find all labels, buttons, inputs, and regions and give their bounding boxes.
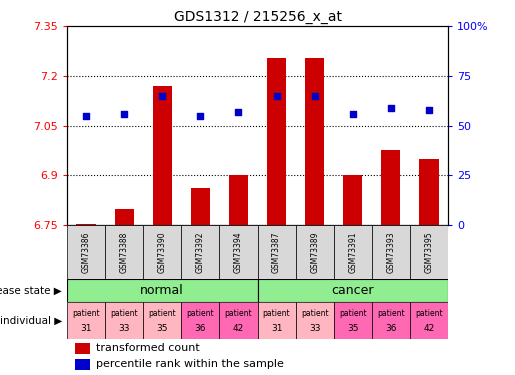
Bar bbox=[258, 302, 296, 339]
Point bbox=[311, 93, 319, 99]
Point bbox=[196, 112, 204, 118]
Text: cancer: cancer bbox=[332, 284, 374, 297]
Bar bbox=[410, 302, 448, 339]
Text: patient: patient bbox=[301, 309, 329, 318]
Bar bbox=[67, 225, 105, 279]
Text: patient: patient bbox=[377, 309, 405, 318]
Text: 31: 31 bbox=[271, 324, 282, 333]
Point bbox=[234, 109, 243, 115]
Bar bbox=[296, 225, 334, 279]
Text: patient: patient bbox=[263, 309, 290, 318]
Text: patient: patient bbox=[72, 309, 100, 318]
Bar bbox=[143, 302, 181, 339]
Bar bbox=[229, 175, 248, 225]
Text: GSM73389: GSM73389 bbox=[310, 231, 319, 273]
Point bbox=[387, 105, 395, 111]
Text: GSM73390: GSM73390 bbox=[158, 231, 167, 273]
Bar bbox=[219, 225, 258, 279]
Text: normal: normal bbox=[141, 284, 184, 297]
Point bbox=[425, 107, 433, 113]
Bar bbox=[334, 302, 372, 339]
Bar bbox=[114, 209, 134, 225]
Text: patient: patient bbox=[110, 309, 138, 318]
Bar bbox=[267, 58, 286, 225]
Text: GSM73393: GSM73393 bbox=[386, 231, 396, 273]
Text: disease state ▶: disease state ▶ bbox=[0, 286, 62, 296]
Bar bbox=[372, 302, 410, 339]
Bar bbox=[344, 175, 363, 225]
Bar bbox=[181, 225, 219, 279]
Text: 36: 36 bbox=[385, 324, 397, 333]
Text: 42: 42 bbox=[423, 324, 435, 333]
Bar bbox=[419, 159, 439, 225]
Text: GSM73387: GSM73387 bbox=[272, 231, 281, 273]
Bar bbox=[305, 58, 324, 225]
Text: patient: patient bbox=[148, 309, 176, 318]
Bar bbox=[75, 343, 90, 354]
Title: GDS1312 / 215256_x_at: GDS1312 / 215256_x_at bbox=[174, 10, 341, 24]
Text: 33: 33 bbox=[309, 324, 320, 333]
Text: individual ▶: individual ▶ bbox=[0, 316, 62, 326]
Bar bbox=[372, 225, 410, 279]
Text: GSM73386: GSM73386 bbox=[81, 231, 91, 273]
Text: 31: 31 bbox=[80, 324, 92, 333]
Text: 36: 36 bbox=[195, 324, 206, 333]
Bar bbox=[105, 302, 143, 339]
Text: 42: 42 bbox=[233, 324, 244, 333]
Text: GSM73391: GSM73391 bbox=[348, 231, 357, 273]
Point bbox=[82, 112, 90, 118]
Bar bbox=[296, 302, 334, 339]
Text: percentile rank within the sample: percentile rank within the sample bbox=[96, 359, 283, 369]
Bar bbox=[219, 302, 258, 339]
Text: patient: patient bbox=[339, 309, 367, 318]
Bar bbox=[191, 188, 210, 225]
Bar bbox=[153, 86, 172, 225]
Text: 35: 35 bbox=[157, 324, 168, 333]
Bar bbox=[382, 150, 401, 225]
Point bbox=[272, 93, 281, 99]
Text: GSM73388: GSM73388 bbox=[119, 231, 129, 273]
Text: GSM73394: GSM73394 bbox=[234, 231, 243, 273]
Point bbox=[120, 111, 128, 117]
Point bbox=[349, 111, 357, 117]
Bar bbox=[105, 225, 143, 279]
Text: GSM73395: GSM73395 bbox=[424, 231, 434, 273]
Bar bbox=[67, 302, 105, 339]
Bar bbox=[143, 225, 181, 279]
Text: patient: patient bbox=[415, 309, 443, 318]
Bar bbox=[258, 279, 448, 302]
Point bbox=[158, 93, 166, 99]
Bar bbox=[76, 224, 96, 225]
Text: patient: patient bbox=[225, 309, 252, 318]
Bar bbox=[410, 225, 448, 279]
Text: 35: 35 bbox=[347, 324, 358, 333]
Bar bbox=[334, 225, 372, 279]
Text: patient: patient bbox=[186, 309, 214, 318]
Bar bbox=[258, 225, 296, 279]
Bar bbox=[67, 279, 258, 302]
Text: 33: 33 bbox=[118, 324, 130, 333]
Bar bbox=[181, 302, 219, 339]
Text: GSM73392: GSM73392 bbox=[196, 231, 205, 273]
Bar bbox=[75, 358, 90, 370]
Text: transformed count: transformed count bbox=[96, 343, 199, 353]
